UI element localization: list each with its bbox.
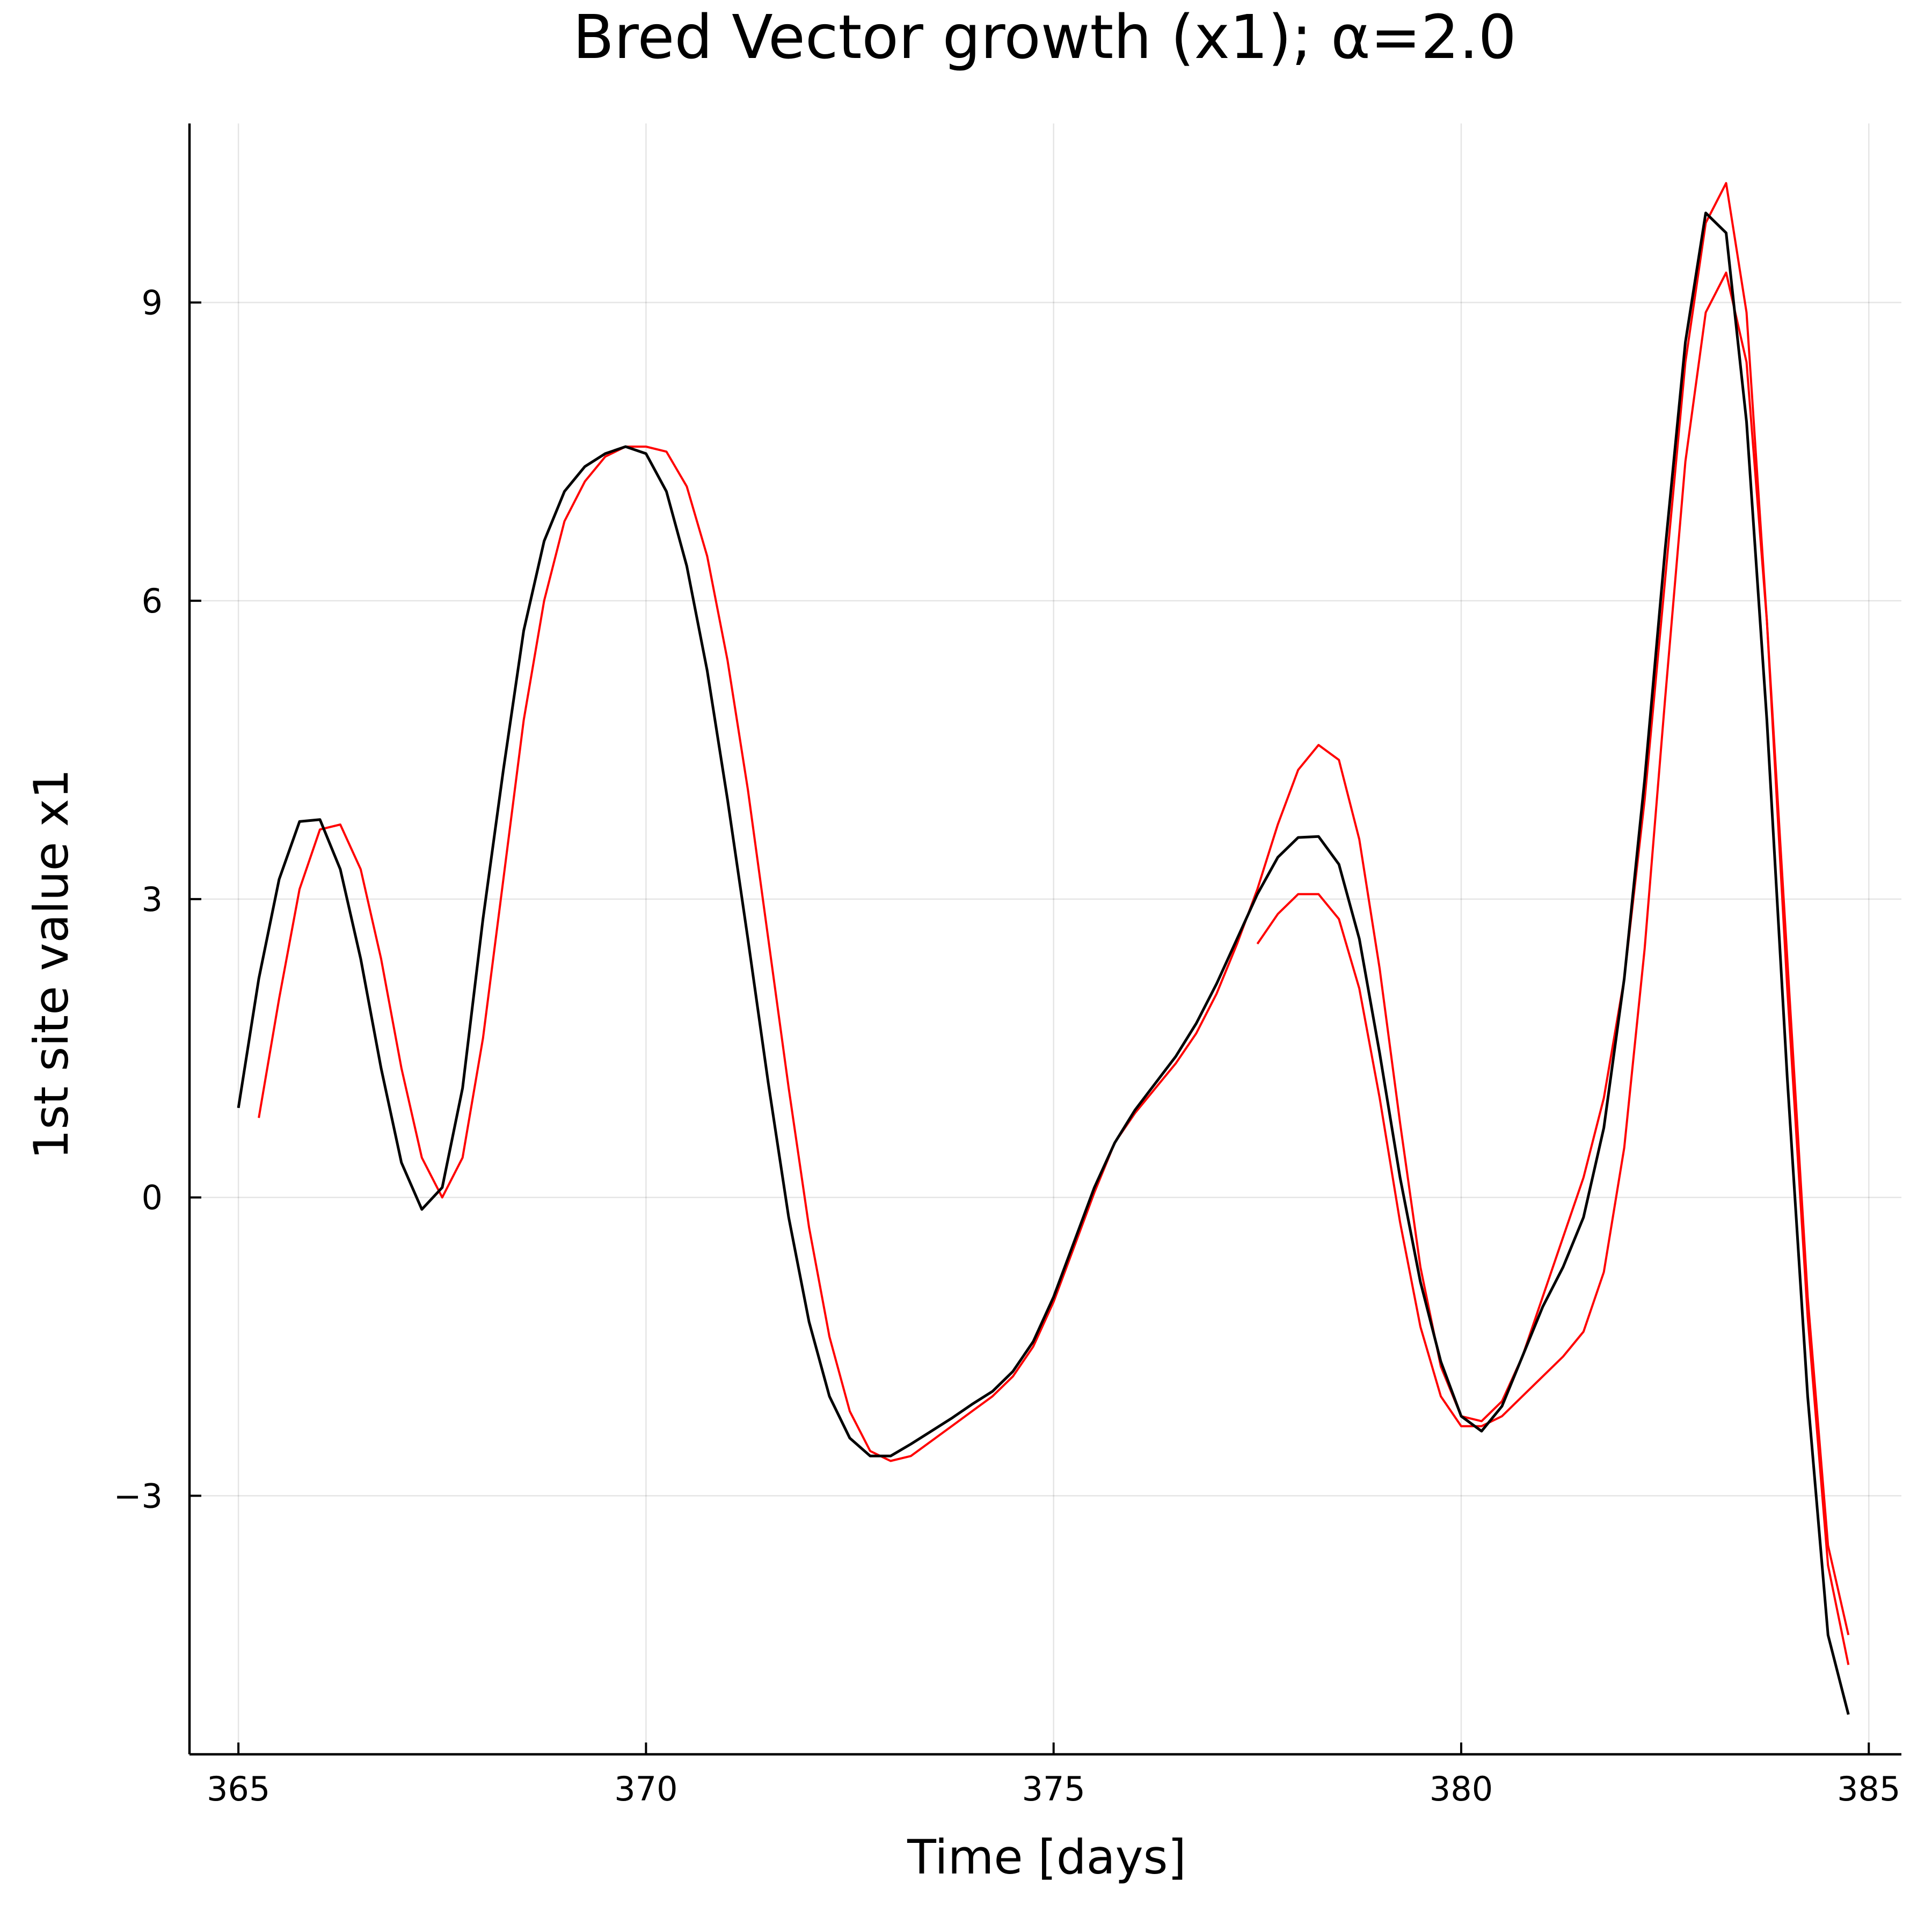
x-tick-label: 385 [1837, 1769, 1900, 1809]
x-tick-label: 380 [1430, 1769, 1493, 1809]
bred-vector-member-line [1256, 271, 1850, 1636]
control-trajectory-line [237, 212, 1850, 1715]
y-tick-label: 0 [142, 1178, 163, 1217]
y-axis-label: 1st site value x1 [24, 769, 79, 1160]
x-axis-label: Time [days] [907, 1829, 1186, 1885]
x-tick-label: 365 [207, 1769, 270, 1809]
series-layer [237, 182, 1850, 1715]
bred-vector-member-line [258, 182, 1850, 1665]
x-tick-label: 375 [1022, 1769, 1085, 1809]
ticks: 365 370 375 380 385 −3 0 3 6 9 [114, 283, 1901, 1809]
y-tick-label: 3 [142, 880, 163, 919]
y-tick-label: 9 [142, 283, 163, 322]
grid [189, 123, 1901, 1754]
x-tick-label: 370 [614, 1769, 677, 1809]
chart-title: Bred Vector growth (x1); α=2.0 [573, 3, 1517, 72]
y-tick-label: 6 [142, 581, 163, 621]
y-tick-label: −3 [114, 1476, 163, 1515]
